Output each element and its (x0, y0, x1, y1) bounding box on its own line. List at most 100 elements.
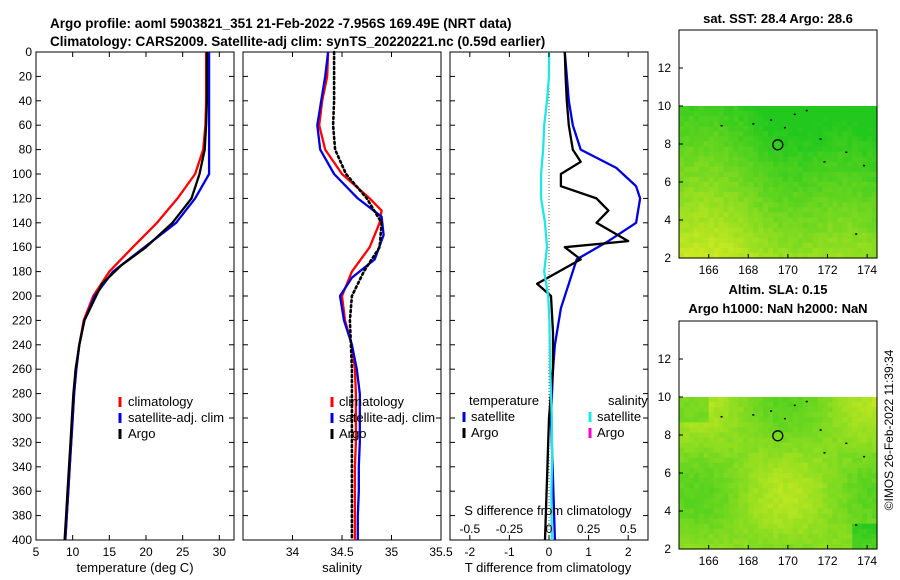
map-cell (753, 131, 759, 137)
map-cell (718, 161, 725, 168)
map-cell (763, 513, 769, 520)
map-cell (753, 473, 759, 479)
map-cell (723, 217, 730, 224)
map-cell (872, 462, 878, 469)
map-cell (698, 538, 705, 545)
map-cell (792, 222, 799, 229)
map-cell (817, 176, 824, 183)
map-cell (683, 437, 690, 444)
map-cell (708, 422, 715, 428)
map-cell (718, 131, 725, 137)
map-cell (872, 131, 878, 137)
map-cell (708, 116, 715, 122)
map-cell (822, 192, 829, 198)
map-cell (872, 503, 878, 510)
map-cell (832, 232, 838, 239)
map-cell (763, 156, 769, 163)
map-cell (718, 498, 725, 504)
map-cell (753, 498, 759, 504)
map-cell (822, 121, 829, 127)
map-cell (842, 523, 848, 530)
map-cell (782, 156, 789, 163)
map-cell (693, 417, 700, 423)
map-cell (693, 493, 700, 499)
map-cell (872, 452, 878, 459)
map-cell (698, 493, 705, 499)
map-cell (708, 402, 715, 408)
map-cell (718, 232, 725, 239)
map-cell (832, 252, 838, 259)
x-tick-label: 34.5 (330, 545, 354, 559)
map-cell (778, 252, 784, 259)
map-cell (812, 447, 819, 454)
map-cell (807, 161, 814, 168)
map-cell (857, 478, 863, 484)
map-cell (679, 503, 685, 510)
map-cell (867, 161, 873, 168)
map-cell (837, 417, 843, 423)
map-cell (792, 237, 799, 244)
map-cell (807, 116, 814, 122)
map-cell (832, 518, 838, 525)
map-cell (778, 121, 784, 127)
map-cell (768, 427, 774, 434)
map-cell (787, 503, 794, 510)
map-cell (758, 483, 764, 489)
map-cell (679, 166, 685, 173)
map-cell (738, 111, 744, 117)
map-cell (832, 427, 838, 434)
map-cell (822, 161, 829, 168)
map-cell (822, 432, 829, 439)
map-cell (768, 412, 774, 418)
island-speck (720, 416, 723, 418)
map-cell (842, 457, 848, 464)
map-cell (782, 176, 789, 183)
map-cell (837, 136, 843, 143)
map-cell (698, 171, 705, 178)
map-cell (787, 483, 794, 489)
map-cell (728, 452, 735, 459)
map-cell (743, 131, 749, 137)
map-cell (728, 442, 735, 449)
map-cell (778, 513, 784, 520)
map-cell (703, 166, 710, 173)
map-cell (698, 156, 705, 163)
map-cell (693, 543, 700, 550)
map-cell (728, 232, 735, 239)
map-cell (847, 182, 853, 188)
map-cell (768, 156, 774, 163)
map-cell (782, 447, 789, 454)
map-cell (768, 161, 774, 168)
map-cell (852, 197, 858, 203)
map-cell (867, 508, 873, 515)
map-cell (748, 457, 754, 464)
map-cell (713, 533, 720, 540)
map-cell (842, 111, 848, 117)
map-cell (857, 252, 863, 259)
map-cell (872, 182, 878, 188)
map-cell (733, 543, 739, 550)
map-cell (822, 187, 829, 193)
map-cell (792, 176, 799, 183)
map-cell (768, 483, 774, 489)
map-cell (807, 187, 814, 193)
map-cell (723, 252, 730, 259)
map-cell (867, 237, 873, 244)
map-cell (852, 242, 858, 249)
map-cell (683, 171, 690, 178)
map-cell (872, 417, 878, 423)
map-cell (832, 171, 838, 178)
map-cell (852, 151, 858, 158)
map-cell (827, 493, 834, 499)
map-cell (743, 402, 749, 408)
map-cell (847, 427, 853, 434)
map-cell (698, 197, 705, 203)
map-cell (763, 126, 769, 132)
map-cell (753, 518, 759, 525)
map-cell (723, 176, 730, 183)
map-cell (812, 151, 819, 158)
map-cell (763, 202, 769, 208)
map-cell (797, 397, 804, 403)
map-cell (827, 232, 834, 239)
map-cell (837, 116, 843, 122)
